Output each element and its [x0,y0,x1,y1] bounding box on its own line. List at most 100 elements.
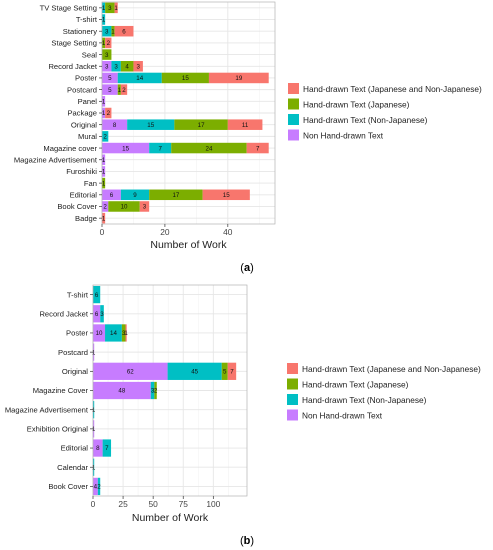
panel-label-letter: a [244,262,251,274]
bar-label-book-cover-hand-drawn-text-japanese-and-non-japanese: 3 [143,204,147,211]
bar-book-cover-non-hand-drawn-text [93,477,98,496]
panel-label-close: ) [250,535,254,547]
bar-fan-hand-drawn-text-japanese [102,177,106,189]
legend-swatch-hand-drawn-text-japanese-and-non-japanese [287,363,298,374]
y-tick-label: Calendar [57,463,88,472]
bar-label-record-jacket-non-hand-drawn-text: 3 [105,63,109,70]
bar-label-poster-hand-drawn-text-non-japanese: 14 [136,75,143,82]
bar-magazine-cover-hand-drawn-text-japanese-and-non-japanese [246,142,269,154]
bar-label-original-hand-drawn-text-japanese: 17 [198,122,205,129]
bar-exhibition-original-non-hand-drawn-text [93,420,95,438]
bar-label-postcard-hand-drawn-text-japanese-and-non-japanese: 2 [122,87,126,94]
bar-original-hand-drawn-text-japanese [174,119,228,130]
y-tick-label: Magazine Cover [33,386,89,395]
bar-t-shirt-hand-drawn-text-non-japanese [102,14,106,25]
bar-label-original-hand-drawn-text-japanese-and-non-japanese: 11 [242,122,249,129]
bar-stationery-hand-drawn-text-non-japanese [102,25,112,37]
bar-label-book-cover-hand-drawn-text-japanese: 10 [121,204,128,211]
bar-editorial-hand-drawn-text-japanese [149,189,203,201]
bar-label-record-jacket-hand-drawn-text-japanese-and-non-japanese: 3 [136,63,140,70]
bar-label-record-jacket-hand-drawn-text-non-japanese: 3 [114,63,118,70]
y-tick-label: Package [67,109,97,118]
bar-label-original-hand-drawn-text-non-japanese: 15 [147,122,154,129]
y-tick-label: Badge [75,214,97,223]
bar-label-magazine-cover-non-hand-drawn-text: 48 [118,388,125,395]
bar-poster-hand-drawn-text-non-japanese [117,72,162,84]
legend: Hand-drawn Text (Japanese and Non-Japane… [288,83,482,141]
x-tick-label: 0 [100,227,105,237]
bar-record-jacket-hand-drawn-text-japanese-and-non-japanese [133,61,143,72]
bar-badge-hand-drawn-text-japanese-and-non-japanese [102,212,106,224]
y-tick-label: Postcard [58,348,88,357]
bar-label-postcard-non-hand-drawn-text: 5 [108,87,112,94]
bar-label-badge-hand-drawn-text-japanese-and-non-japanese: 1 [102,215,106,222]
bar-magazine-cover-hand-drawn-text-non-japanese [150,381,155,400]
x-tick-label: 50 [148,499,158,509]
y-tick-label: T-shirt [67,290,89,299]
bar-label-t-shirt-hand-drawn-text-non-japanese: 1 [102,17,106,24]
bar-poster-non-hand-drawn-text [93,324,106,342]
legend-swatch-hand-drawn-text-japanese [288,98,299,110]
bar-label-record-jacket-non-hand-drawn-text: 6 [95,311,99,318]
bar-label-stationery-hand-drawn-text-japanese: 1 [111,28,115,35]
y-tick-label: Record Jacket [39,309,88,318]
bar-t-shirt-hand-drawn-text-non-japanese [93,285,101,304]
y-tick-label: Magazine Advertisement [5,405,89,414]
bar-poster-hand-drawn-text-non-japanese [105,324,122,342]
y-tick-label: Seal [82,50,98,59]
legend-label-hand-drawn-text-japanese: Hand-drawn Text (Japanese) [302,379,409,389]
bar-record-jacket-hand-drawn-text-non-japanese [111,61,121,72]
bar-original-hand-drawn-text-japanese-and-non-japanese [227,119,263,130]
bar-original-hand-drawn-text-non-japanese [127,119,175,130]
bar-furoshiki-non-hand-drawn-text [102,166,106,177]
bar-label-record-jacket-hand-drawn-text-japanese: 4 [125,63,129,70]
bar-stage-setting-hand-drawn-text-japanese [102,37,106,49]
y-tick-label: Magazine Advertisement [14,155,98,164]
bar-book-cover-hand-drawn-text-non-japanese [97,477,101,496]
y-tick-label: TV Stage Setting [40,4,97,13]
legend-label-hand-drawn-text-non-japanese: Hand-drawn Text (Non-Japanese) [303,115,428,125]
bar-original-hand-drawn-text-non-japanese [167,362,222,380]
bar-stationery-hand-drawn-text-japanese-and-non-japanese [114,25,134,37]
bar-package-non-hand-drawn-text [102,107,106,119]
bar-label-postcard-hand-drawn-text-japanese: 1 [118,87,122,94]
bar-label-book-cover-non-hand-drawn-text: 2 [103,204,107,211]
bar-label-record-jacket-hand-drawn-text-non-japanese: 3 [100,311,104,318]
y-tick-label: Book Cover [57,202,97,211]
bar-tv-stage-setting-hand-drawn-text-japanese [105,2,115,14]
bar-label-original-hand-drawn-text-non-japanese: 45 [191,369,198,376]
bar-label-exhibition-original-non-hand-drawn-text: 1 [92,426,96,433]
y-tick-label: T-shirt [76,15,98,24]
bar-label-book-cover-non-hand-drawn-text: 4 [94,484,98,491]
bar-label-stage-setting-hand-drawn-text-japanese-and-non-japanese: 2 [107,40,111,47]
bar-label-mural-hand-drawn-text-non-japanese: 2 [103,134,107,141]
bar-tv-stage-setting-hand-drawn-text-japanese-and-non-japanese [114,2,118,14]
y-tick-label: Furoshiki [66,167,97,176]
bar-original-non-hand-drawn-text [93,362,168,380]
bar-magazine-advertisement-non-hand-drawn-text [102,154,106,165]
bar-label-furoshiki-non-hand-drawn-text: 1 [102,169,106,176]
panel-label-close: ) [250,262,254,274]
bar-poster-hand-drawn-text-japanese-and-non-japanese [125,324,127,342]
bar-book-cover-hand-drawn-text-japanese [108,201,140,212]
bar-label-editorial-hand-drawn-text-japanese: 17 [172,192,179,199]
bar-mural-hand-drawn-text-non-japanese [102,131,109,142]
panel-label: (a) [240,262,253,274]
bar-poster-non-hand-drawn-text [102,72,118,84]
bar-editorial-non-hand-drawn-text [102,189,121,201]
x-axis-title: Number of Work [132,512,209,524]
bar-stage-setting-hand-drawn-text-japanese-and-non-japanese [105,37,112,49]
bar-label-poster-hand-drawn-text-non-japanese: 14 [110,330,117,337]
y-tick-label: Stationery [63,27,97,36]
y-tick-label: Exhibition Original [27,425,89,434]
bar-package-hand-drawn-text-japanese-and-non-japanese [105,107,112,119]
bar-label-editorial-hand-drawn-text-japanese-and-non-japanese: 15 [223,192,230,199]
x-axis-title: Number of Work [150,239,227,251]
bar-book-cover-hand-drawn-text-japanese-and-non-japanese [139,201,150,212]
bar-label-magazine-cover-hand-drawn-text-japanese: 2 [154,388,158,395]
panel-label-letter: b [244,535,251,547]
bar-label-magazine-cover-hand-drawn-text-non-japanese: 7 [158,145,162,152]
bar-original-hand-drawn-text-japanese [221,362,228,380]
y-tick-label: Poster [66,329,88,338]
